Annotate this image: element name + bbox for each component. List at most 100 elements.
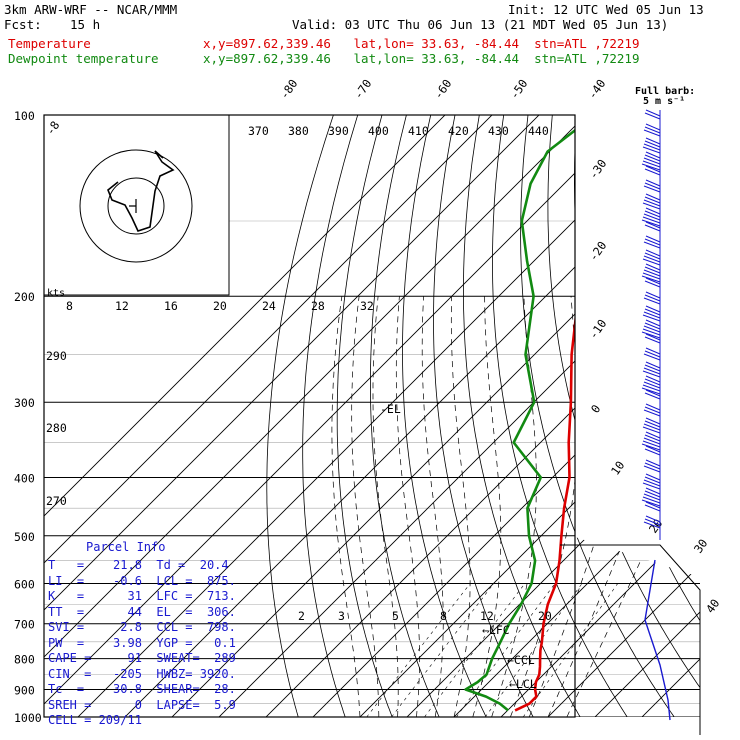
forecast-hours: 15 h — [70, 17, 101, 32]
wind-barb — [645, 151, 661, 159]
hodograph-center-cross — [129, 199, 137, 213]
el-marker: -EL — [380, 402, 401, 416]
wind-barb — [644, 462, 661, 470]
hodograph-outer-ring — [79, 149, 193, 263]
moist-adiabat — [372, 296, 399, 717]
pressure-tick-label: 600 — [14, 577, 35, 591]
parcel-info-row: K = 31 LFC = 713. — [48, 589, 236, 603]
wind-barb — [641, 275, 661, 283]
low-level-barbs — [644, 559, 671, 721]
temperature-tick-label: -20 — [586, 239, 609, 264]
parcel-info-row: CELL = 209/11 — [48, 713, 142, 727]
wind-barb — [644, 504, 661, 512]
mixing-ratio-line — [424, 583, 526, 717]
wind-barb — [645, 207, 661, 215]
theta-label: 400 — [368, 124, 389, 138]
wind-barb — [645, 123, 661, 131]
wind-barb — [642, 328, 661, 336]
dry-adiabat — [697, 115, 700, 717]
theta-label: 420 — [448, 124, 469, 138]
wind-barb — [645, 459, 661, 467]
wind-barb — [645, 291, 661, 299]
parcel-info-title: Parcel Info — [86, 540, 166, 554]
wind-barb — [642, 216, 661, 224]
wind-barb — [645, 361, 661, 369]
pressure-tick-label: 200 — [14, 290, 35, 304]
wind-barb — [645, 417, 661, 425]
hodograph-ring-label: 32 — [360, 299, 374, 313]
theta-label: 430 — [488, 124, 509, 138]
wind-barb — [643, 143, 661, 151]
wind-barb — [644, 126, 661, 134]
wind-barb — [645, 333, 661, 341]
hodograph-ring-label: 28 — [311, 299, 325, 313]
moist-adiabat — [395, 296, 420, 717]
wind-barb — [645, 193, 661, 201]
theta-label: 440 — [528, 124, 549, 138]
wind-barb — [644, 364, 661, 372]
wind-barb — [644, 350, 661, 358]
wind-barb — [645, 263, 661, 271]
wind-barb — [642, 426, 661, 434]
temperature-tick-label: 0 — [588, 402, 603, 416]
isotherm-line — [44, 115, 553, 717]
dry-adiabat — [723, 115, 740, 730]
wind-barb — [643, 521, 661, 529]
wind-barb — [644, 112, 661, 120]
pressure-tick-label: 700 — [14, 618, 35, 632]
wind-barb — [645, 487, 661, 495]
hodograph-ring-label: 20 — [213, 299, 227, 313]
temperature-tick-label: 30 — [691, 536, 710, 555]
dry-adiabat — [673, 115, 700, 717]
temperature-tick-label: 40 — [703, 596, 722, 615]
moist-adiabat — [566, 296, 700, 717]
wind-barb — [644, 406, 661, 414]
pressure-tick-label: 900 — [14, 683, 35, 697]
parcel-info-row: Tc = 30.8 SHEAR= 28. — [48, 682, 236, 696]
dry-adiabat — [266, 115, 334, 717]
mixing-ratio-label: 8 — [440, 609, 447, 623]
isotherm-line — [581, 115, 700, 717]
barb-legend-title: Full barb: — [635, 86, 695, 97]
wind-barb — [643, 381, 661, 389]
wind-barb — [644, 196, 661, 204]
wind-barb — [643, 157, 661, 165]
theta-label: 380 — [288, 124, 309, 138]
parcel-info-row: T = 21.8 Td = 20.4 — [48, 558, 229, 572]
wind-barb — [644, 182, 661, 190]
forecast-label: Fcst: — [4, 17, 42, 32]
wind-barb — [643, 129, 661, 137]
moist-adiabat — [547, 296, 688, 717]
pressure-tick-label: 800 — [14, 653, 35, 667]
dry-adiabat — [520, 115, 684, 717]
dry-adiabat — [463, 115, 589, 717]
parcel-info-row: CIN = -205 HWBZ= 3920. — [48, 666, 236, 681]
wind-barb — [645, 305, 661, 313]
wind-barb — [642, 482, 661, 490]
wind-barb — [641, 331, 661, 339]
hodograph-ring-label: 24 — [262, 299, 276, 313]
model-title: 3km ARW-WRF -- NCAR/MMM — [4, 2, 178, 17]
lfc-marker: ←LFC — [482, 623, 510, 637]
temperature-tick-label: -40 — [585, 77, 608, 102]
mixing-ratio-label: 20 — [538, 609, 552, 623]
isotherm-line — [44, 115, 459, 717]
wind-barb — [644, 154, 661, 162]
temperature-tick-label: 10 — [608, 458, 627, 477]
pressure-tick-label: 1000 — [14, 711, 42, 725]
mixing-ratio-label: 12 — [480, 609, 494, 623]
moist-adiabat — [351, 296, 380, 717]
hodograph-kts-label: kts — [47, 288, 65, 299]
wind-barb — [643, 409, 661, 417]
parcel-info-row: SVI = 2.8 CCL = 798. — [48, 620, 236, 634]
parcel-info-row: LI = -0.6 LCL = 875. — [48, 573, 236, 588]
wind-barb — [645, 249, 661, 257]
wind-barb — [645, 137, 661, 145]
temperature-tick-label: -50 — [507, 77, 530, 102]
wind-barb — [644, 420, 661, 428]
dewpoint-trace — [464, 115, 596, 712]
theta-label: 410 — [408, 124, 429, 138]
isotherm-line — [44, 115, 506, 717]
wind-barb — [645, 319, 661, 327]
